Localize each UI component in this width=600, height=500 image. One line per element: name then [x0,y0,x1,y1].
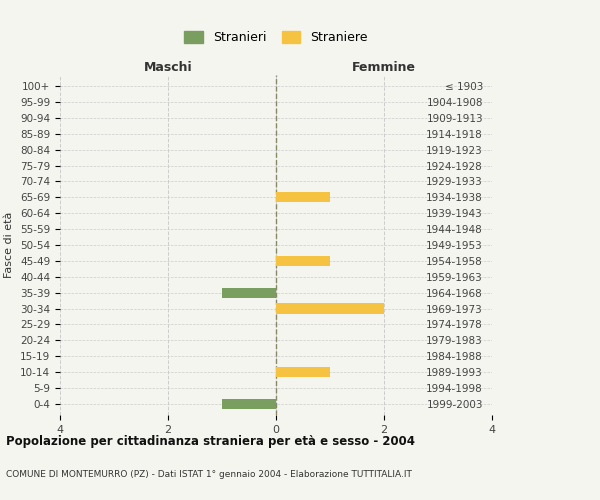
Bar [276,256,330,266]
Bar [276,367,330,378]
Text: Popolazione per cittadinanza straniera per età e sesso - 2004: Popolazione per cittadinanza straniera p… [6,435,415,448]
Bar [276,304,384,314]
Text: Anni di nascita: Anni di nascita [597,204,600,286]
Bar [222,398,276,409]
Bar [222,288,276,298]
Y-axis label: Fasce di età: Fasce di età [4,212,14,278]
Text: Maschi: Maschi [143,61,193,74]
Bar [276,192,330,202]
Text: COMUNE DI MONTEMURRO (PZ) - Dati ISTAT 1° gennaio 2004 - Elaborazione TUTTITALIA: COMUNE DI MONTEMURRO (PZ) - Dati ISTAT 1… [6,470,412,479]
Text: Femmine: Femmine [352,61,416,74]
Legend: Stranieri, Straniere: Stranieri, Straniere [181,27,371,48]
